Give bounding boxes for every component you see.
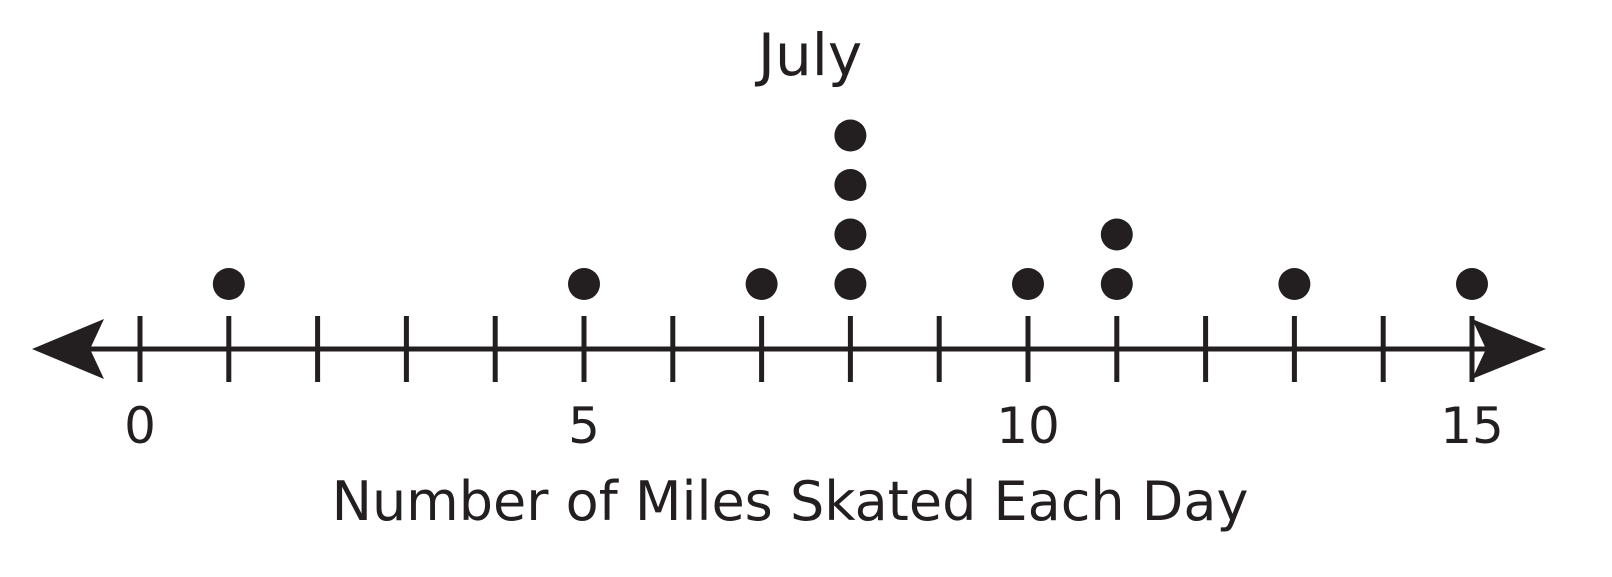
number-line [32,319,1546,379]
data-dots [212,119,1488,300]
right-arrowhead [1472,319,1546,379]
tick-label-0: 0 [124,397,156,455]
tick-label-5: 5 [568,397,600,455]
tick-label-15: 15 [1440,397,1504,455]
dot-15-1 [1456,268,1488,300]
dot-10-1 [1012,268,1044,300]
dot-8-4 [834,119,867,152]
dot-11-2 [1100,218,1133,251]
tick-label-10: 10 [996,397,1060,455]
dot-8-1 [834,268,867,300]
x-axis-label: Number of Miles Skated Each Day [332,470,1249,533]
dot-8-2 [834,218,867,251]
chart-title: July [755,21,862,89]
dot-1-1 [212,268,245,300]
dot-11-1 [1100,268,1133,300]
left-arrowhead [32,319,104,379]
tick-marks [137,316,1475,382]
dot-13-1 [1278,268,1311,300]
dot-8-3 [834,169,867,201]
dot-5-1 [568,268,600,300]
tick-labels: 0 5 10 15 [124,397,1504,455]
dot-7-1 [745,268,778,300]
